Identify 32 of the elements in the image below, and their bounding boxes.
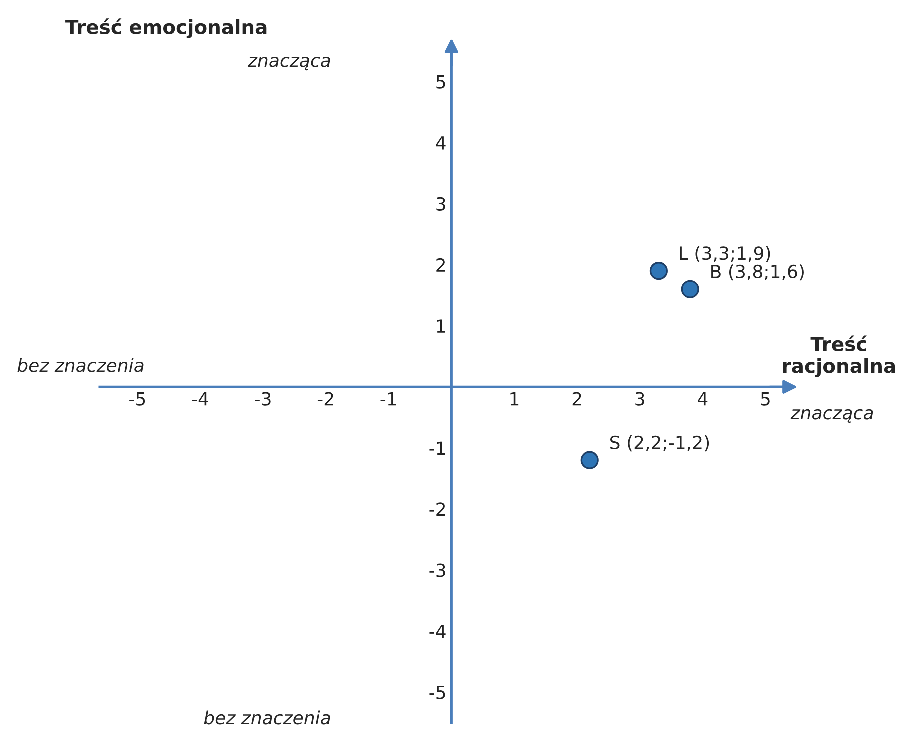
x-tick-label: -5 bbox=[130, 392, 146, 406]
x-tick-label: 2 bbox=[572, 392, 582, 406]
annotation: bez znaczenia bbox=[18, 358, 144, 372]
y-tick-label: 2 bbox=[436, 258, 446, 272]
annotation: bez znaczenia bbox=[204, 710, 330, 725]
annotation: B (3,8;1,6) bbox=[712, 264, 804, 281]
x-tick-label: 5 bbox=[761, 392, 770, 406]
point bbox=[681, 280, 700, 298]
point bbox=[580, 451, 599, 470]
y-tick-label: -2 bbox=[430, 502, 446, 516]
y-axis-title: Treść emocjonalna bbox=[66, 18, 267, 38]
annotation: S (2,2;-1,2) bbox=[610, 436, 710, 452]
x-tick-label: -3 bbox=[255, 392, 271, 406]
y-tick-label: 3 bbox=[436, 197, 446, 212]
x-tick-label: 3 bbox=[636, 392, 644, 406]
y-tick-label: 4 bbox=[436, 136, 446, 150]
annotation: znacząca bbox=[790, 409, 874, 424]
annotation: znacząca bbox=[248, 56, 330, 71]
x-tick-label: -2 bbox=[318, 392, 334, 406]
point bbox=[650, 262, 668, 280]
x-tick-label: -4 bbox=[192, 392, 208, 406]
y-tick-label: -3 bbox=[430, 564, 446, 578]
x-axis-title: Treść racjonalna bbox=[783, 336, 896, 378]
x-tick-label: -1 bbox=[380, 392, 396, 406]
x-tick-label: 1 bbox=[510, 392, 519, 406]
y-tick-label: -1 bbox=[430, 442, 446, 455]
x-tick-label: 4 bbox=[698, 392, 708, 406]
y-tick-label: 1 bbox=[437, 320, 446, 333]
y-tick-label: -5 bbox=[430, 686, 446, 700]
annotation: L (3,3;1,9) bbox=[680, 246, 770, 262]
y-tick-label: -4 bbox=[430, 624, 446, 638]
y-tick-label: 5 bbox=[436, 76, 446, 89]
